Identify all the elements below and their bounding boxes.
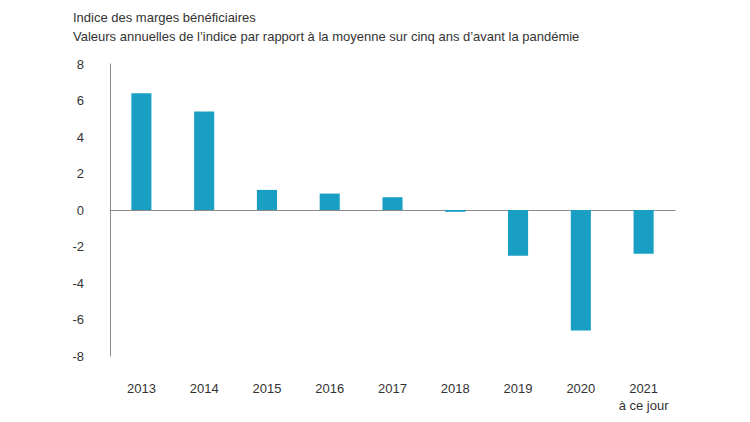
svg-text:2: 2	[77, 166, 84, 181]
svg-text:-4: -4	[72, 276, 84, 291]
svg-text:2014: 2014	[190, 381, 219, 396]
svg-text:2017: 2017	[378, 381, 407, 396]
svg-text:2013: 2013	[127, 381, 156, 396]
svg-text:Valeurs annuelles de l’indice: Valeurs annuelles de l’indice par rappor…	[73, 29, 579, 44]
svg-text:2020: 2020	[566, 381, 595, 396]
svg-text:-8: -8	[72, 349, 84, 364]
svg-text:-6: -6	[72, 312, 84, 327]
svg-text:Indice des marges bénéficiaire: Indice des marges bénéficiaires	[73, 10, 256, 25]
svg-text:4: 4	[77, 130, 84, 145]
svg-text:2018: 2018	[441, 381, 470, 396]
svg-text:2015: 2015	[252, 381, 281, 396]
svg-text:2019: 2019	[504, 381, 533, 396]
svg-text:2016: 2016	[315, 381, 344, 396]
svg-text:2021: 2021	[629, 381, 658, 396]
svg-text:8: 8	[77, 57, 84, 72]
svg-text:à ce jour: à ce jour	[619, 398, 670, 413]
svg-text:6: 6	[77, 93, 84, 108]
svg-text:0: 0	[77, 203, 84, 218]
svg-text:-2: -2	[72, 239, 84, 254]
